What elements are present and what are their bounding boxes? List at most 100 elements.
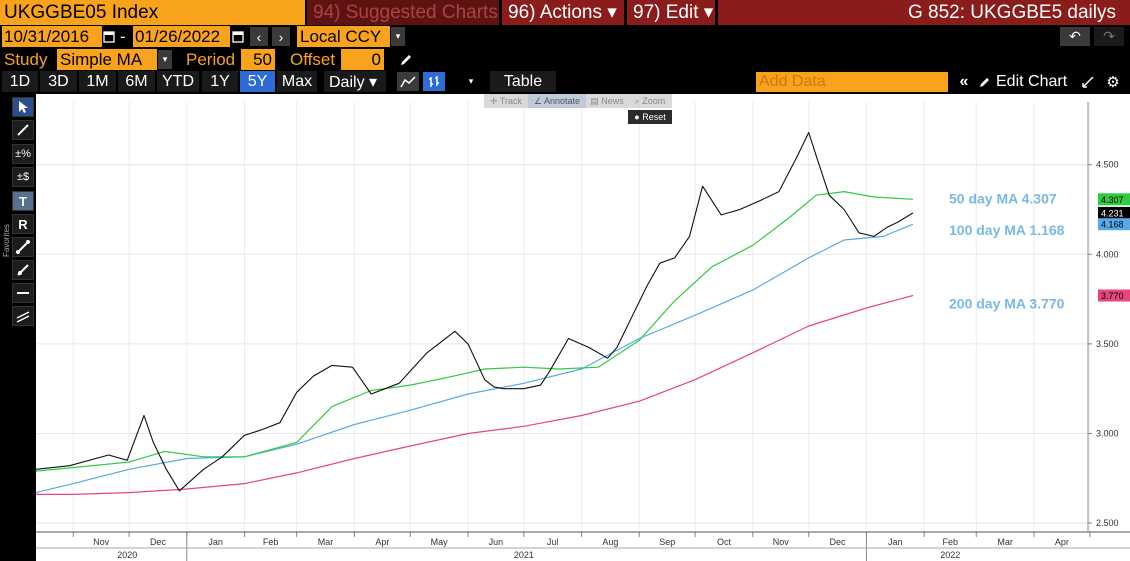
reset-button[interactable]: ● Reset bbox=[628, 110, 672, 124]
x-tick-label: Oct bbox=[717, 537, 732, 547]
x-tick-label: Jul bbox=[547, 537, 559, 547]
period-6m-button[interactable]: 6M bbox=[118, 71, 155, 92]
redo-button[interactable]: ↷ bbox=[1094, 27, 1124, 46]
x-tick-label: Mar bbox=[997, 537, 1013, 547]
ma50-value-tag-bg bbox=[1098, 193, 1130, 206]
ma100-value-tag: 4.168 bbox=[1101, 220, 1124, 230]
line-chart-icon[interactable] bbox=[397, 72, 419, 91]
x-tick-label: Jan bbox=[208, 537, 223, 547]
x-tick-label: May bbox=[431, 537, 449, 547]
pencil-icon[interactable] bbox=[398, 51, 416, 69]
y-tick-label: 4.000 bbox=[1096, 249, 1119, 259]
x-tick-label: Sep bbox=[659, 537, 675, 547]
collapse-icon[interactable]: « bbox=[959, 72, 969, 90]
edit-menu-button[interactable]: 97) Edit ▾ bbox=[627, 0, 715, 25]
series-line-100-day-ma bbox=[36, 223, 914, 494]
series-line-200-day-ma bbox=[36, 294, 914, 495]
period-max-button[interactable]: Max bbox=[277, 71, 317, 92]
series-line-50-day-ma bbox=[36, 191, 914, 472]
actions-menu-button[interactable]: 96) Actions ▾ bbox=[502, 0, 624, 25]
x-tick-label: Aug bbox=[602, 537, 618, 547]
percent-tool-icon[interactable]: ±% bbox=[12, 144, 34, 164]
x-year-label: 2020 bbox=[117, 550, 137, 560]
track-button[interactable]: ✛ Track bbox=[489, 96, 523, 106]
x-tick-label: Feb bbox=[942, 537, 958, 547]
frequency-select[interactable]: Daily ▾ bbox=[324, 71, 386, 92]
ray-icon[interactable] bbox=[12, 260, 34, 280]
x-tick-label: Apr bbox=[375, 537, 389, 547]
dollar-tool-icon[interactable]: ±$ bbox=[12, 167, 34, 187]
edit-chart-label: Edit Chart bbox=[996, 72, 1068, 90]
cursor-icon[interactable] bbox=[12, 97, 34, 117]
x-tick-label: Mar bbox=[318, 537, 334, 547]
chart-type-dropdown-icon[interactable]: ▾ bbox=[468, 76, 474, 86]
start-date-input[interactable]: 10/31/2016 bbox=[2, 26, 102, 47]
ticker-field[interactable]: UKGGBE05 Index bbox=[0, 0, 305, 25]
channel-icon[interactable] bbox=[12, 306, 34, 326]
add-data-input[interactable]: Add Data bbox=[756, 72, 948, 92]
x-year-label: 2021 bbox=[514, 550, 534, 560]
last-price-tag: 4.231 bbox=[1101, 208, 1124, 218]
series-label: 200 day MA 3.770 bbox=[949, 295, 1065, 311]
series-label: 50 day MA 4.307 bbox=[949, 190, 1057, 206]
x-tick-label: Nov bbox=[93, 537, 110, 547]
price-line bbox=[36, 131, 914, 492]
undo-button[interactable]: ↶ bbox=[1060, 27, 1090, 46]
text-tool-icon[interactable]: T bbox=[12, 191, 34, 211]
date-dash: - bbox=[120, 26, 126, 46]
ma200-value-tag-bg bbox=[1098, 289, 1130, 302]
annotation-icon[interactable] bbox=[1079, 72, 1097, 91]
period-ytd-button[interactable]: YTD bbox=[157, 71, 199, 92]
bar-chart-icon[interactable] bbox=[423, 72, 445, 91]
period-5y-button[interactable]: 5Y bbox=[240, 71, 275, 92]
annotate-button[interactable]: ∠ Annotate bbox=[528, 94, 586, 108]
edit-chart-button[interactable]: Edit Chart bbox=[978, 71, 1072, 92]
offset-input[interactable]: 0 bbox=[341, 49, 384, 70]
study-dropdown-icon[interactable]: ▾ bbox=[158, 50, 172, 69]
next-date-button[interactable]: › bbox=[272, 27, 290, 46]
zoom-button[interactable]: ⌕ Zoom bbox=[634, 96, 666, 106]
y-tick-label: 4.500 bbox=[1096, 160, 1119, 170]
trendline-icon[interactable] bbox=[12, 237, 34, 257]
chart-mode-toolbar: ✛ Track ∠ Annotate ▤ News ⌕ Zoom bbox=[484, 94, 672, 108]
study-bar: Study Simple MA ▾ Period 50 Offset 0 bbox=[0, 49, 1130, 71]
currency-dropdown-icon[interactable]: ▾ bbox=[391, 27, 405, 46]
price-chart[interactable]: Nov Dec Jan Feb Mar Apr May Jun Jul Aug Sep Oct Nov D… bbox=[36, 94, 1130, 561]
prev-date-button[interactable]: ‹ bbox=[250, 27, 268, 46]
period-1m-button[interactable]: 1M bbox=[79, 71, 116, 92]
x-tick-label: Feb bbox=[263, 537, 279, 547]
series-label: 100 day MA 1.168 bbox=[949, 222, 1065, 238]
period-input[interactable]: 50 bbox=[241, 49, 275, 70]
gear-icon[interactable]: ⚙ bbox=[1106, 73, 1120, 91]
currency-select[interactable]: Local CCY bbox=[297, 26, 390, 47]
chart-area[interactable]: Nov Dec Jan Feb Mar Apr May Jun Jul Aug Sep Oct Nov D… bbox=[36, 94, 1130, 561]
last-price-tag-bg bbox=[1098, 206, 1130, 219]
drawing-toolbar: Favorites ±% ±$ T R bbox=[0, 94, 36, 534]
period-1d-button[interactable]: 1D bbox=[2, 71, 38, 92]
y-axis-background bbox=[1088, 94, 1130, 532]
end-date-input[interactable]: 01/26/2022 bbox=[133, 26, 230, 47]
study-select[interactable]: Simple MA bbox=[57, 49, 157, 70]
table-button[interactable]: Table bbox=[490, 71, 556, 92]
study-label: Study bbox=[4, 49, 48, 69]
horizontal-line-icon[interactable] bbox=[12, 283, 34, 303]
plot-background bbox=[36, 94, 1088, 532]
favorites-label: Favorites bbox=[2, 224, 11, 257]
suggested-charts-button[interactable]: 94) Suggested Charts bbox=[307, 0, 499, 25]
chart-title: G 852: UKGGBE5 dailys bbox=[718, 0, 1130, 25]
period-3d-button[interactable]: 3D bbox=[40, 71, 77, 92]
calendar-icon[interactable] bbox=[103, 29, 117, 44]
offset-label: Offset bbox=[290, 49, 336, 69]
ma50-value-tag: 4.307 bbox=[1101, 195, 1124, 205]
x-tick-label: Nov bbox=[773, 537, 790, 547]
y-tick-label: 3.000 bbox=[1096, 428, 1119, 438]
pencil-icon bbox=[980, 77, 989, 87]
ma200-value-tag: 3.770 bbox=[1101, 291, 1124, 301]
news-button[interactable]: ▤ News bbox=[590, 96, 624, 106]
period-1y-button[interactable]: 1Y bbox=[202, 71, 238, 92]
r-tool-icon[interactable]: R bbox=[12, 214, 34, 234]
draw-line-icon[interactable] bbox=[12, 120, 34, 140]
x-tick-label: Dec bbox=[150, 537, 167, 547]
calendar-icon[interactable] bbox=[232, 29, 246, 44]
y-tick-label: 3.500 bbox=[1096, 339, 1119, 349]
